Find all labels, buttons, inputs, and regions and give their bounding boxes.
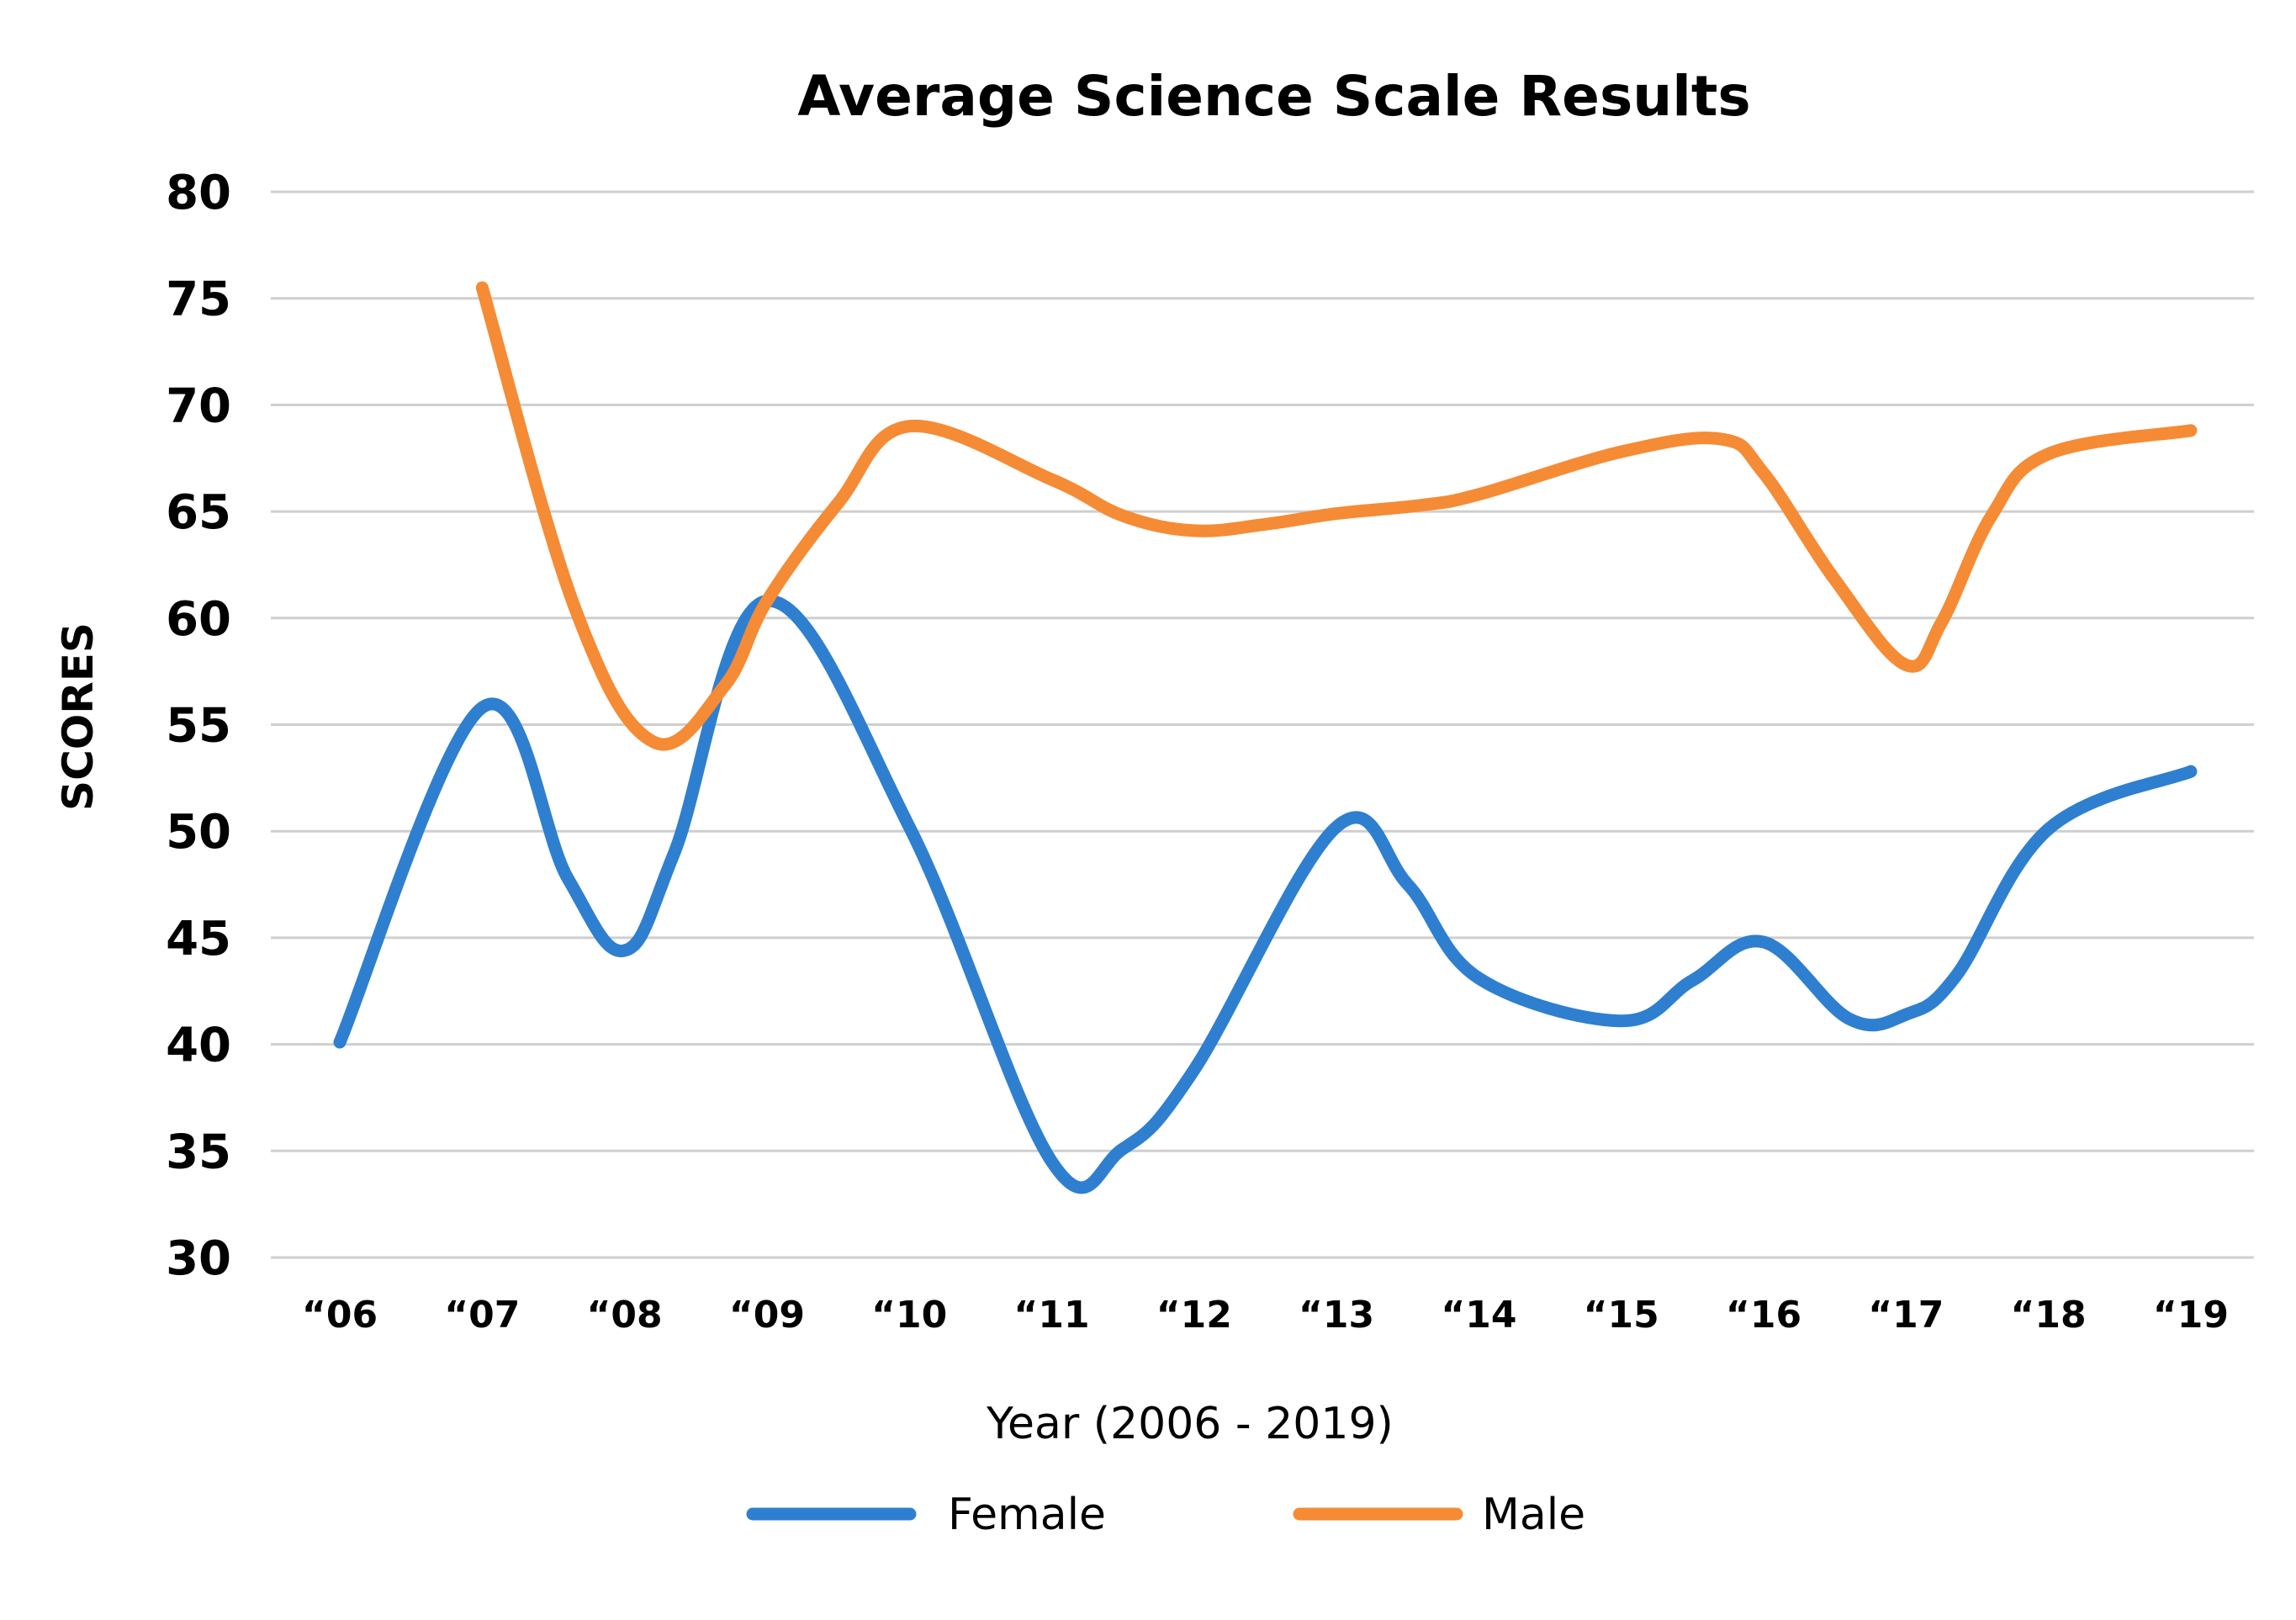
series-line-female bbox=[333, 594, 2198, 1194]
gridlines bbox=[271, 190, 2254, 1259]
y-tick-label: 40 bbox=[166, 1019, 231, 1073]
x-tick-label: “11 bbox=[1013, 1294, 1089, 1337]
y-axis-ticks: 30 35 40 45 50 55 60 65 70 75 80 bbox=[166, 166, 231, 1286]
chart-title: Average Science Scale Results bbox=[797, 64, 1750, 129]
y-tick-label: 60 bbox=[166, 592, 231, 647]
x-tick-label: “08 bbox=[587, 1294, 663, 1337]
x-tick-label: “13 bbox=[1299, 1294, 1374, 1337]
y-tick-label: 70 bbox=[166, 379, 231, 433]
x-tick-label: “06 bbox=[302, 1294, 378, 1337]
x-tick-label: “19 bbox=[2153, 1294, 2229, 1337]
legend-label-female: Female bbox=[948, 1490, 1106, 1540]
x-tick-label: “14 bbox=[1441, 1294, 1516, 1337]
x-tick-label: “07 bbox=[444, 1294, 520, 1337]
x-axis-label: Year (2006 - 2019) bbox=[986, 1399, 1394, 1449]
x-axis-ticks: “06 “07 “08 “09 “10 “11 “12 “13 “14 “15 “16 “17 “18 “… bbox=[302, 1294, 2229, 1337]
y-tick-label: 30 bbox=[166, 1231, 231, 1286]
x-tick-label: “17 bbox=[1868, 1294, 1944, 1337]
y-tick-label: 75 bbox=[166, 273, 231, 327]
legend-label-male: Male bbox=[1482, 1490, 1585, 1540]
x-tick-label: “18 bbox=[2011, 1294, 2087, 1337]
y-tick-label: 65 bbox=[166, 485, 231, 540]
series-line-male bbox=[475, 281, 2198, 751]
series-lines bbox=[333, 281, 2198, 1194]
legend: Female Male bbox=[746, 1490, 1585, 1540]
y-tick-label: 80 bbox=[166, 166, 231, 220]
y-tick-label: 45 bbox=[166, 912, 231, 966]
x-tick-label: “10 bbox=[871, 1294, 947, 1337]
x-tick-label: “12 bbox=[1156, 1294, 1232, 1337]
x-tick-label: “16 bbox=[1726, 1294, 1801, 1337]
y-axis-label: SCORES bbox=[54, 622, 103, 811]
y-tick-label: 55 bbox=[166, 699, 231, 754]
x-tick-label: “09 bbox=[729, 1294, 805, 1337]
x-tick-label: “15 bbox=[1584, 1294, 1659, 1337]
y-tick-label: 50 bbox=[166, 805, 231, 860]
y-tick-label: 35 bbox=[166, 1125, 231, 1179]
